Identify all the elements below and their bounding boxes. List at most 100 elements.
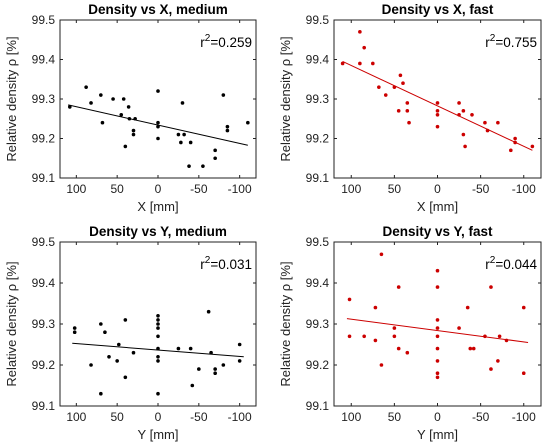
data-point [435,124,440,129]
data-point [358,61,362,66]
data-point [156,136,160,141]
data-point [201,164,205,168]
data-point [237,359,242,363]
chart-title: Density vs X, fast [382,2,494,17]
data-point [213,156,217,161]
x-tick-label: -50 [190,410,208,424]
r-squared-value: =0.031 [210,257,252,272]
chart-panel-1: Density vs X, medium 100 50 0 -50 -100 99.1 99.… [4,2,257,214]
data-point [358,30,362,34]
chart-title: Density vs Y, medium [89,224,227,239]
x-axis-label: Y [mm] [138,427,179,442]
data-point [435,371,440,376]
data-point [461,132,466,137]
y-tick-label: 99.5 [32,235,56,249]
data-point [156,346,160,351]
data-point [489,285,493,289]
data-point [123,144,128,149]
data-point [121,97,126,101]
data-point [103,330,107,335]
x-tick-label: 0 [155,410,162,424]
data-point [435,109,440,113]
y-tick-label: 99.4 [32,53,56,67]
data-point [188,346,193,351]
x-tick-label: 50 [388,182,402,196]
data-point [435,359,440,363]
data-point [340,61,345,66]
y-tick-label: 99.4 [306,53,330,67]
data-point [521,371,526,376]
data-point [485,128,490,133]
data-point [362,334,366,339]
x-tick-label: -100 [512,410,536,424]
data-point [99,391,103,396]
data-point [209,350,213,355]
data-point [221,363,226,367]
data-point [405,350,410,355]
x-tick-label: 50 [110,182,124,196]
data-point [156,314,160,318]
data-point [127,116,132,121]
data-point [468,346,473,351]
data-point [100,120,105,125]
r-squared-value: =0.755 [495,35,537,50]
data-point [435,346,440,351]
data-point [435,113,440,117]
x-tick-label: 0 [434,182,441,196]
data-point [99,322,103,326]
data-point [206,309,211,314]
r-squared-symbol: r [485,257,490,272]
data-point [131,132,136,137]
data-point [156,318,160,322]
data-point [392,326,397,330]
data-point [133,116,137,121]
r-squared-value: =0.259 [210,35,252,50]
x-tick-label: 50 [110,410,124,424]
data-point [396,285,401,289]
r-squared-symbol: r [200,35,205,50]
data-point [213,148,217,153]
data-point [176,346,181,351]
r-squared-exponent: 2 [205,255,211,266]
data-point [457,113,461,117]
data-point [72,330,77,335]
y-tick-label: 99.3 [306,317,330,331]
y-tick-label: 99.1 [306,171,330,185]
r-squared-label: r2=0.755 [485,33,537,50]
chart-panel-2: Density vs X, fast 100 50 0 -50 -100 99.1 99.2 9… [278,2,542,214]
x-tick-label: -100 [512,182,536,196]
data-point [470,113,474,117]
x-tick-label: -50 [472,182,490,196]
data-point [84,85,88,89]
data-point [126,105,131,109]
data-point [131,350,136,355]
regression-line [346,318,529,343]
x-tick-label: 100 [66,182,86,196]
data-point [156,391,160,396]
data-point [435,334,440,339]
data-point [373,338,378,343]
data-point [392,85,397,89]
data-point [213,367,217,371]
data-point [396,346,401,351]
data-point [111,97,115,101]
data-point [89,363,93,367]
data-point [156,334,160,339]
chart-title: Density vs Y, fast [382,224,493,239]
data-point [457,326,461,330]
r-squared-exponent: 2 [205,33,211,44]
data-point [225,124,230,129]
regression-line [342,61,533,151]
data-point [190,383,195,388]
data-point [371,61,375,66]
data-point [107,355,111,359]
data-point [435,326,440,330]
data-point [396,109,401,113]
data-point [504,338,509,343]
data-point [435,375,440,380]
data-point [156,359,160,363]
x-tick-label: 50 [388,410,402,424]
data-point [471,346,476,351]
r-squared-symbol: r [485,35,490,50]
